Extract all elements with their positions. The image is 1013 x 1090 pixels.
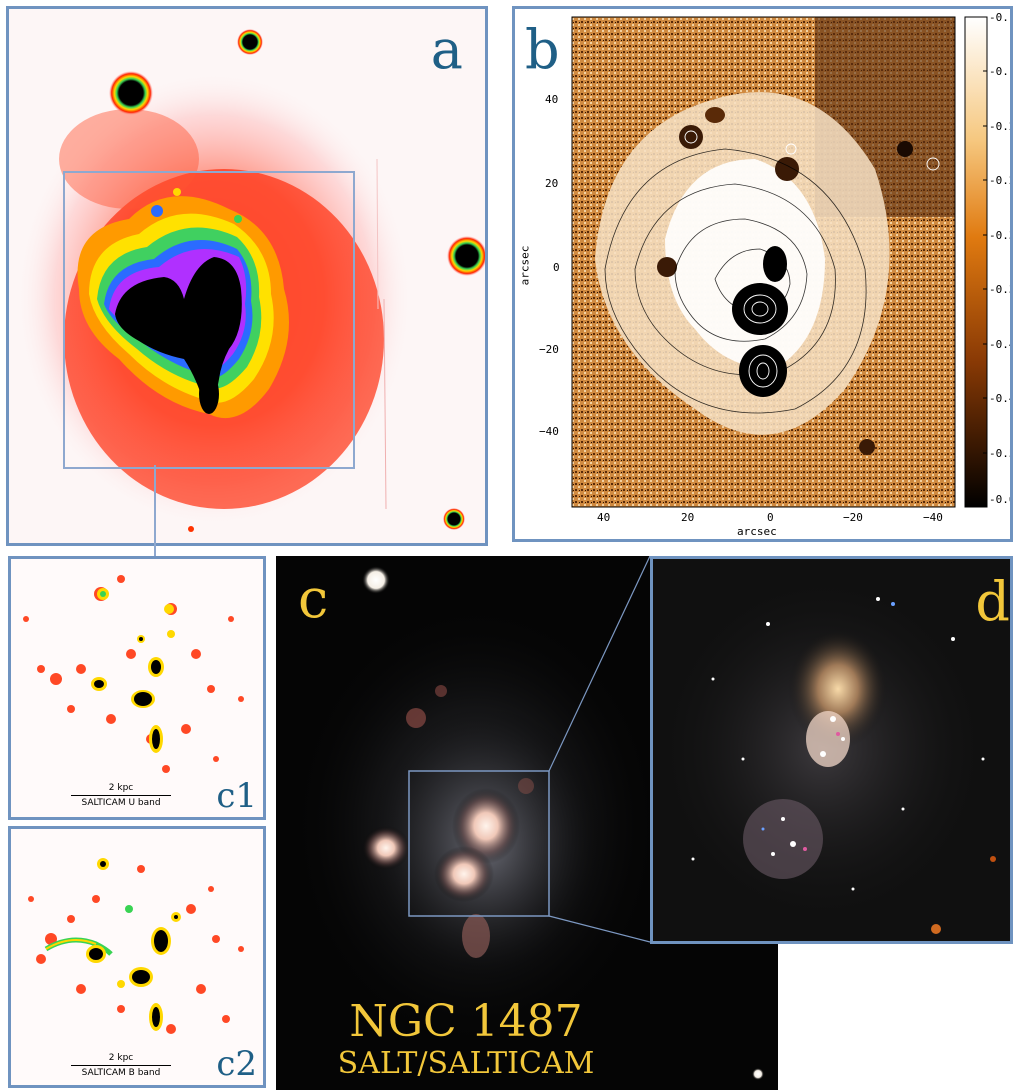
instrument-name: SALT/SALTICAM bbox=[337, 1046, 595, 1081]
panel-b-label: b bbox=[525, 18, 560, 81]
panel-d: d bbox=[650, 556, 1013, 944]
scale-line bbox=[71, 795, 171, 796]
band-text: SALTICAM B band bbox=[81, 1068, 161, 1078]
panel-c2-image bbox=[28, 858, 244, 1034]
panel-c-label: c bbox=[298, 567, 329, 630]
panel-c1: 2 kpc SALTICAM U band c1 bbox=[8, 556, 266, 820]
scale-bar: 2 kpc SALTICAM U band bbox=[71, 783, 171, 808]
y-tick: 20 bbox=[545, 177, 559, 190]
x-axis-label: arcsec bbox=[737, 525, 777, 538]
panel-c-image bbox=[286, 556, 764, 1080]
colorbar-tick: -0.6 bbox=[989, 493, 1013, 506]
x-tick: −40 bbox=[923, 511, 943, 524]
y-tick: −40 bbox=[539, 425, 559, 438]
panel-d-image bbox=[653, 569, 996, 934]
colorbar-tick: -0.54 bbox=[989, 447, 1010, 460]
scale-line bbox=[71, 1065, 171, 1066]
panel-c1-label: c1 bbox=[216, 776, 257, 816]
x-tick: 40 bbox=[597, 511, 611, 524]
colorbar-tick: -0.38 bbox=[989, 283, 1010, 296]
band-text: SALTICAM U band bbox=[81, 798, 161, 808]
y-tick: −20 bbox=[539, 343, 559, 356]
colorbar-tick: -0.32 bbox=[989, 229, 1010, 242]
colorbar-tick: -0.43 bbox=[989, 338, 1010, 351]
colorbar-tick: -0.21 bbox=[989, 120, 1010, 133]
panel-c2-label: c2 bbox=[216, 1044, 257, 1084]
panel-d-label: d bbox=[975, 570, 1010, 633]
y-axis-label: arcsec bbox=[518, 245, 532, 286]
panel-c2: 2 kpc SALTICAM B band c2 bbox=[8, 826, 266, 1088]
colorbar-tick: -0.16 bbox=[989, 65, 1010, 78]
colorbar-tick: -0.1 bbox=[989, 11, 1013, 24]
panel-a-label: a bbox=[430, 18, 463, 81]
x-tick: −20 bbox=[843, 511, 863, 524]
scale-bar: 2 kpc SALTICAM B band bbox=[71, 1053, 171, 1078]
scale-text: 2 kpc bbox=[108, 783, 134, 793]
galaxy-name: NGC 1487 bbox=[349, 996, 583, 1047]
y-tick: 40 bbox=[545, 93, 559, 106]
y-tick: 0 bbox=[553, 261, 560, 274]
scale-text: 2 kpc bbox=[108, 1053, 134, 1063]
panel-a: a bbox=[6, 6, 488, 546]
panel-a-image bbox=[14, 29, 485, 532]
panel-b: -0.1 -0.16 -0.21 -0.27 -0.32 -0.38 -0.43… bbox=[512, 6, 1013, 542]
colorbar-tick: -0.49 bbox=[989, 392, 1010, 405]
x-tick: 20 bbox=[681, 511, 695, 524]
panel-b-map bbox=[571, 16, 988, 508]
panel-c1-image bbox=[23, 575, 244, 773]
colorbar-tick: -0.27 bbox=[989, 174, 1010, 187]
x-tick: 0 bbox=[767, 511, 774, 524]
